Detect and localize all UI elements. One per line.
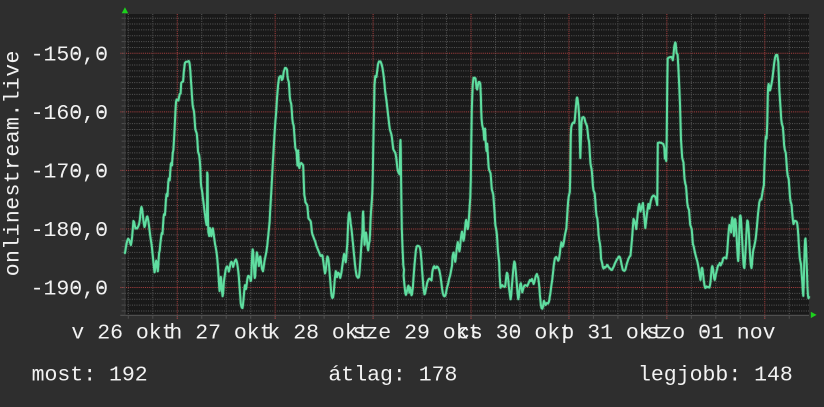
- svg-text:-150,0: -150,0: [31, 44, 108, 68]
- svg-text:most: 192: most: 192: [32, 363, 148, 387]
- svg-text:h 27 okt: h 27 okt: [169, 322, 272, 346]
- svg-text:szo 01 nov: szo 01 nov: [646, 322, 775, 346]
- svg-text:sze 29 okt: sze 29 okt: [352, 322, 481, 346]
- svg-text:-170,0: -170,0: [31, 161, 108, 185]
- svg-text:onlinestream.live: onlinestream.live: [2, 50, 26, 276]
- svg-text:-180,0: -180,0: [31, 219, 108, 243]
- svg-text:átlag: 178: átlag: 178: [328, 363, 457, 387]
- svg-text:p 31 okt: p 31 okt: [561, 322, 664, 346]
- svg-text:legjobb: 148: legjobb: 148: [638, 363, 793, 387]
- svg-text:-160,0: -160,0: [31, 102, 108, 126]
- svg-text:cs 30 okt: cs 30 okt: [457, 322, 573, 346]
- svg-text:v 26 okt: v 26 okt: [71, 322, 174, 346]
- svg-text:-190,0: -190,0: [31, 278, 108, 302]
- svg-text:k 28 okt: k 28 okt: [267, 322, 370, 346]
